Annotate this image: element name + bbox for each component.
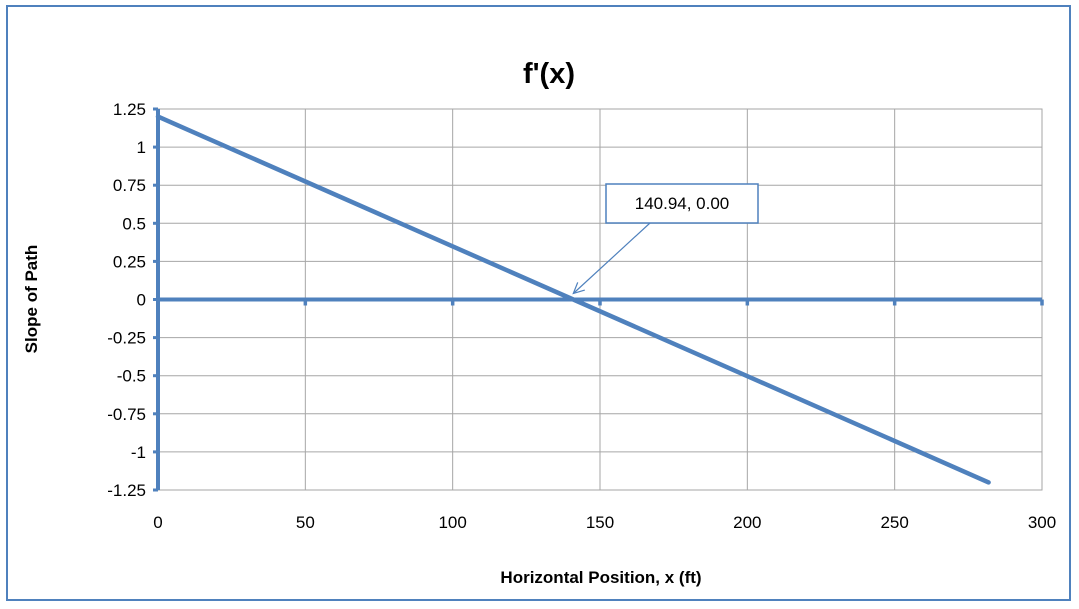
- x-tick-label: 200: [733, 513, 761, 532]
- x-tick-label: 100: [438, 513, 466, 532]
- y-tick-label: 0.25: [113, 252, 146, 271]
- annotation-callout: 140.94, 0.00: [572, 183, 759, 295]
- y-tick-label: -1.25: [107, 481, 146, 500]
- y-tick-label: -1: [131, 443, 146, 462]
- annotation-leader-line: [572, 222, 651, 294]
- y-tick-label: 1: [137, 138, 146, 157]
- x-tick-label: 0: [153, 513, 162, 532]
- y-tick-label: 1.25: [113, 100, 146, 119]
- axes-layer: [153, 107, 1044, 492]
- x-tick-label: 150: [586, 513, 614, 532]
- tick-labels: 1.25 1 0.75 0.5 0.25 0 -0.25 -0.5 -0.75 -1 -1.25 0 5…: [107, 100, 1056, 532]
- y-tick-label: -0.25: [107, 329, 146, 348]
- y-tick-label: 0.5: [122, 214, 146, 233]
- y-tick-label: 0: [137, 291, 146, 310]
- y-tick-label: -0.75: [107, 405, 146, 424]
- chart-title: f'(x): [523, 58, 575, 90]
- y-tick-label: 0.75: [113, 176, 146, 195]
- y-axis-title: Slope of Path: [22, 245, 41, 354]
- x-tick-label: 300: [1028, 513, 1056, 532]
- annotation-box: [605, 183, 759, 224]
- y-tick-label: -0.5: [117, 367, 146, 386]
- x-tick-label: 50: [296, 513, 315, 532]
- x-axis-title: Horizontal Position, x (ft): [500, 568, 701, 587]
- x-tick-label: 250: [880, 513, 908, 532]
- annotation-arrowhead: [572, 282, 585, 295]
- annotation-label: 140.94, 0.00: [635, 194, 730, 213]
